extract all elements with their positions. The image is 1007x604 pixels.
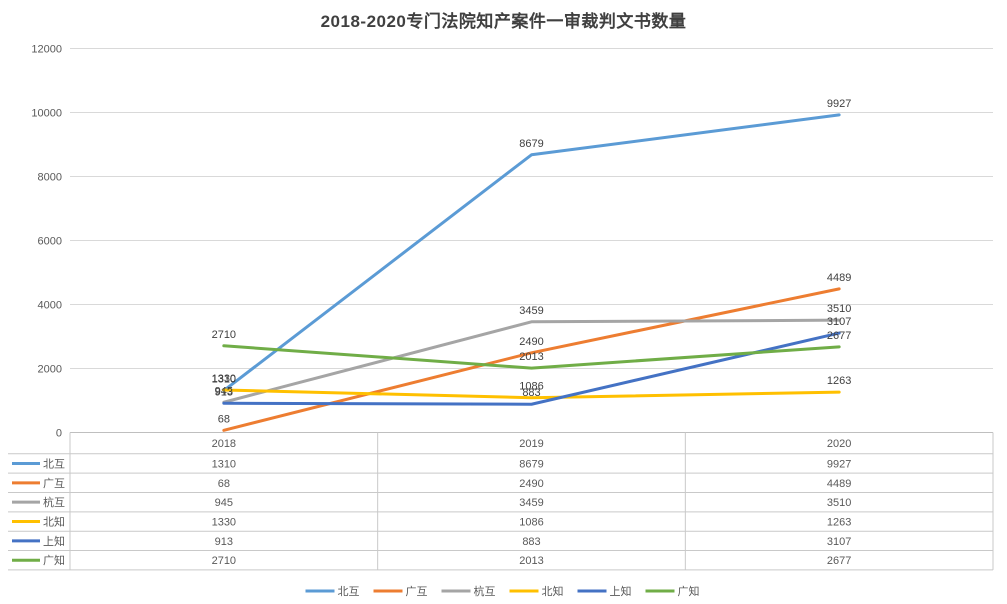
table-cell: 1263 (827, 517, 851, 529)
data-label: 1086 (519, 381, 543, 393)
table-cell: 2677 (827, 555, 851, 567)
table-row: 杭互 945 3459 3510 (12, 495, 851, 509)
data-label: 4489 (827, 272, 851, 284)
table-cell: 1310 (212, 458, 236, 470)
table-cell: 4489 (827, 478, 851, 490)
table-header-cell: 2020 (827, 438, 851, 450)
table-cell: 3107 (827, 536, 851, 548)
table-cell: 2710 (212, 555, 236, 567)
data-label: 3107 (827, 316, 851, 328)
series-4: 913 883 3107 (215, 316, 851, 406)
table-header-cell: 2019 (519, 438, 543, 450)
series-key-label: 北互 (43, 457, 65, 470)
series-5: 2710 2013 2677 (212, 329, 851, 370)
table-cell: 2013 (519, 555, 543, 567)
data-label: 1310 (212, 374, 236, 386)
table-row: 上知 913 883 3107 (12, 534, 851, 548)
y-tick-label: 8000 (38, 172, 62, 184)
data-label: 1330 (212, 373, 236, 385)
table-row: 广互 68 2490 4489 (12, 477, 851, 490)
y-axis: 0 2000 4000 6000 8000 10000 12000 (31, 44, 993, 440)
legend-label: 广互 (406, 585, 428, 598)
table-cell: 913 (215, 536, 233, 548)
table-cell: 8679 (519, 458, 543, 470)
legend-item: 北知 (509, 584, 564, 598)
data-label: 883 (522, 387, 540, 399)
data-label: 2490 (519, 336, 543, 348)
table-cell: 2490 (519, 478, 543, 490)
table-cell: 1330 (212, 517, 236, 529)
series-key-label: 杭互 (43, 495, 65, 509)
series-key-label: 上知 (43, 534, 65, 548)
data-label: 2013 (519, 351, 543, 363)
legend-label: 广知 (678, 584, 700, 598)
table-row: 北知 1330 1086 1263 (12, 515, 851, 529)
legend-item: 杭互 (441, 584, 496, 598)
table-cell: 9927 (827, 458, 851, 470)
series-line (222, 113, 841, 393)
series-key-label: 北知 (43, 515, 65, 529)
series-key-label: 广知 (43, 553, 65, 567)
y-tick-label: 2000 (38, 364, 62, 376)
data-label: 1263 (827, 375, 851, 387)
data-label: 8679 (519, 138, 543, 150)
legend-label: 北知 (542, 584, 564, 598)
table-row: 广知 2710 2013 2677 (12, 553, 851, 567)
legend-item: 上知 (577, 584, 632, 598)
table-cell: 1086 (519, 517, 543, 529)
series-3: 1330 1086 1263 (212, 373, 851, 400)
data-label: 9927 (827, 98, 851, 110)
data-label: 3459 (519, 305, 543, 317)
table-cell: 68 (218, 478, 230, 490)
chart-title: 2018-2020专门法院知产案件一审裁判文书数量 (320, 12, 687, 31)
table-cell: 883 (522, 536, 540, 548)
y-tick-label: 12000 (31, 44, 62, 56)
data-label: 3510 (827, 303, 851, 315)
legend: 北互 广互 杭互 北知 上知 广知 (305, 584, 700, 598)
data-label: 2710 (212, 329, 236, 341)
table-cell: 3510 (827, 497, 851, 509)
table-header-cell: 2018 (212, 438, 236, 450)
data-label: 68 (218, 413, 230, 425)
y-tick-label: 0 (56, 428, 62, 440)
series-line (222, 344, 841, 370)
series-0: 1310 8679 9927 (212, 98, 851, 393)
series-line (222, 318, 841, 404)
legend-item: 广互 (373, 585, 428, 598)
legend-label: 北互 (338, 585, 360, 598)
data-label: 2677 (827, 330, 851, 342)
series-line (222, 388, 841, 400)
y-tick-label: 10000 (31, 108, 62, 120)
data-table: 2018 2019 2020 北互 1310 8679 9927 广互 68 2490 4489 杭互… (8, 432, 994, 571)
series-line (222, 331, 841, 406)
table-cell: 3459 (519, 497, 543, 509)
legend-item: 北互 (305, 585, 360, 598)
legend-item: 广知 (645, 584, 700, 598)
legend-label: 杭互 (474, 584, 496, 598)
data-label: 913 (215, 386, 233, 398)
table-row: 北互 1310 8679 9927 (12, 457, 851, 470)
series-key-label: 广互 (43, 477, 65, 490)
y-tick-label: 4000 (38, 300, 62, 312)
table-cell: 945 (215, 497, 233, 509)
legend-label: 上知 (610, 584, 632, 598)
y-tick-label: 6000 (38, 236, 62, 248)
